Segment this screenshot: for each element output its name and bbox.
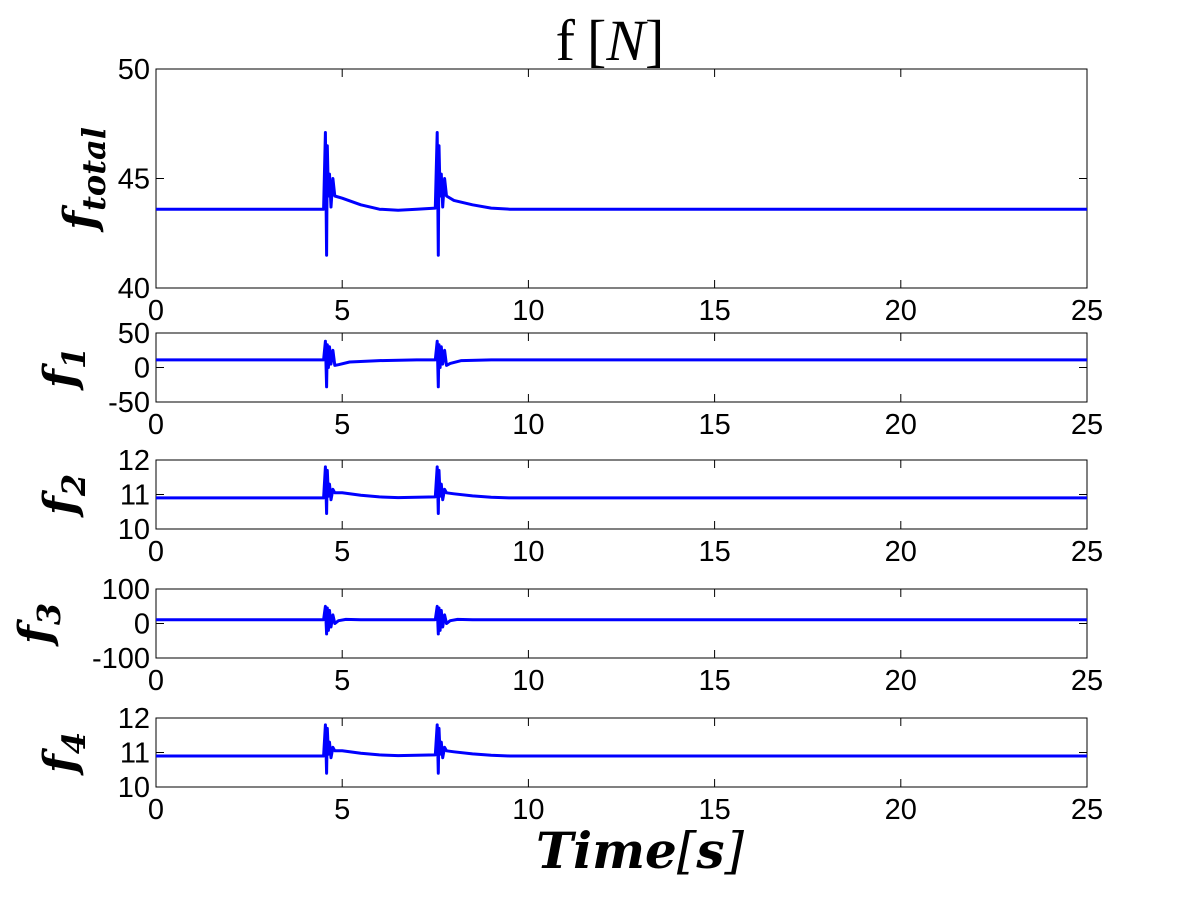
y-axis-label: f2 bbox=[35, 474, 93, 518]
y-tick-label: 11 bbox=[120, 738, 150, 770]
x-tick-label: 10 bbox=[512, 665, 544, 697]
x-tick-label: 15 bbox=[698, 665, 730, 697]
y-axis-label: ftotal bbox=[55, 127, 113, 233]
axes-box bbox=[155, 459, 1088, 530]
x-tick-label: 15 bbox=[698, 295, 730, 327]
x-tick-label: 20 bbox=[885, 665, 917, 697]
axes-box bbox=[155, 68, 1088, 289]
x-tick-label: 20 bbox=[885, 409, 917, 441]
y-tick-label: 0 bbox=[134, 353, 150, 385]
y-tick-label: 100 bbox=[102, 574, 150, 606]
y-tick-label: 40 bbox=[118, 273, 150, 305]
y-tick-label: -100 bbox=[92, 643, 150, 675]
y-axis-label: f4 bbox=[35, 732, 93, 776]
x-tick-label: 20 bbox=[885, 295, 917, 327]
axes-box bbox=[155, 332, 1088, 403]
series-line bbox=[156, 465, 1087, 515]
x-axis-label: Time[s] bbox=[536, 821, 745, 880]
x-tick-label: 5 bbox=[334, 295, 350, 327]
x-tick-label: 0 bbox=[148, 665, 164, 697]
y-axis-label: f3 bbox=[10, 603, 68, 647]
x-tick-label: 0 bbox=[148, 794, 164, 826]
x-tick-label: 25 bbox=[1071, 536, 1103, 568]
axes-box bbox=[155, 717, 1088, 788]
x-tick-label: 25 bbox=[1071, 665, 1103, 697]
x-tick-label: 10 bbox=[512, 409, 544, 441]
x-tick-label: 5 bbox=[334, 536, 350, 568]
x-tick-label: 25 bbox=[1071, 409, 1103, 441]
x-tick-label: 10 bbox=[512, 536, 544, 568]
x-tick-label: 25 bbox=[1071, 295, 1103, 327]
x-tick-label: 25 bbox=[1071, 794, 1103, 826]
x-tick-label: 15 bbox=[698, 409, 730, 441]
y-tick-label: 50 bbox=[118, 318, 150, 350]
y-tick-label: 50 bbox=[118, 54, 150, 86]
series-line bbox=[156, 723, 1087, 775]
series-line bbox=[156, 604, 1087, 636]
x-tick-label: 10 bbox=[512, 794, 544, 826]
x-tick-label: 0 bbox=[148, 536, 164, 568]
figure-title: f [N] bbox=[556, 8, 665, 73]
axes-box bbox=[155, 588, 1088, 659]
x-tick-label: 5 bbox=[334, 794, 350, 826]
x-tick-label: 5 bbox=[334, 409, 350, 441]
subplot-1: 0 5 10 15 20 25 40 45 50 ftotal bbox=[55, 54, 1103, 327]
y-tick-label: 10 bbox=[118, 772, 150, 804]
x-tick-label: 15 bbox=[698, 794, 730, 826]
y-tick-label: 12 bbox=[118, 445, 150, 477]
x-tick-label: 5 bbox=[334, 665, 350, 697]
series-line bbox=[156, 339, 1087, 389]
x-tick-label: 15 bbox=[698, 536, 730, 568]
series-line bbox=[156, 131, 1087, 257]
x-tick-label: 0 bbox=[148, 295, 164, 327]
y-tick-label: 0 bbox=[134, 609, 150, 641]
y-tick-label: 11 bbox=[120, 480, 150, 512]
y-tick-label: 10 bbox=[118, 514, 150, 546]
y-tick-label: -50 bbox=[108, 387, 150, 419]
x-tick-label: 10 bbox=[512, 295, 544, 327]
y-axis-label: f1 bbox=[35, 347, 93, 391]
y-tick-label: 45 bbox=[118, 164, 150, 196]
x-tick-label: 0 bbox=[148, 409, 164, 441]
x-tick-label: 20 bbox=[885, 536, 917, 568]
y-tick-label: 12 bbox=[118, 703, 150, 735]
x-tick-label: 20 bbox=[885, 794, 917, 826]
